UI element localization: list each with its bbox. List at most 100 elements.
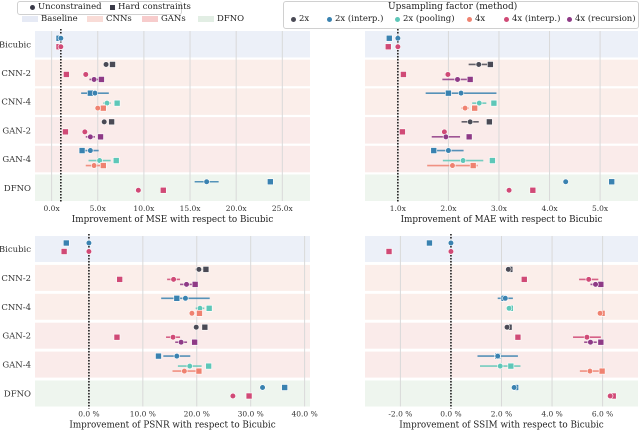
band-gan-2 <box>365 117 638 144</box>
point-hard-constraints <box>487 61 494 68</box>
point-unconstrained <box>182 295 189 302</box>
x-tick-label: 10.0 % <box>130 410 156 419</box>
gans-patch-icon <box>142 16 158 22</box>
x-tick-label: 20.0x <box>226 204 248 213</box>
point-unconstrained <box>502 295 509 302</box>
legend-label: 4x <box>475 14 486 24</box>
y-tick-label: CNN-2 <box>1 274 31 284</box>
point-unconstrained <box>170 276 177 283</box>
panel-mae: 1.0x 2.0x 3.0x 4.0x 5.0x Improvement of MAE w… <box>365 29 638 225</box>
x-tick-label: 30.0 % <box>238 410 264 419</box>
y-tick-label: GAN-2 <box>2 332 31 342</box>
band-cnn-2 <box>35 59 310 87</box>
legend-label: CNNs <box>106 14 132 24</box>
point-unconstrained <box>447 239 455 247</box>
point-unconstrained <box>394 35 401 42</box>
band-bicubic <box>35 236 310 262</box>
legend-label: 2x <box>299 14 310 24</box>
legend-item-unconstrained: Unconstrained <box>30 2 102 12</box>
point-unconstrained <box>259 384 266 391</box>
point-unconstrained <box>457 90 465 97</box>
color-dot-icon <box>327 16 332 22</box>
color-dot-icon <box>395 16 400 22</box>
y-tick-label: GAN-4 <box>2 361 31 371</box>
point-hard-constraints <box>205 304 213 312</box>
x-tick-label: 10.0x <box>133 204 155 213</box>
point-hard-constraints <box>400 71 407 78</box>
legend-label: 2x (pooling) <box>403 14 455 24</box>
x-tick-label: 2.0x <box>440 204 457 213</box>
point-hard-constraints <box>245 392 253 400</box>
legend-label: Hard constraints <box>118 2 191 12</box>
point-unconstrained <box>442 133 449 140</box>
point-hard-constraints <box>385 34 393 42</box>
point-unconstrained <box>511 384 518 391</box>
point-unconstrained <box>503 324 511 331</box>
band-cnn-4 <box>365 88 638 115</box>
point-hard-constraints <box>608 178 616 186</box>
point-hard-constraints <box>173 294 181 302</box>
point-unconstrained <box>585 276 592 283</box>
color-dot-icon <box>504 16 509 22</box>
y-tick-label: CNN-4 <box>1 303 31 313</box>
point-unconstrained <box>607 392 614 400</box>
point-unconstrained <box>96 157 103 164</box>
point-unconstrained <box>454 76 461 83</box>
point-hard-constraints <box>63 71 70 78</box>
point-hard-constraints <box>486 118 493 126</box>
point-unconstrained <box>178 339 185 346</box>
legend-item-4x-recursion: 4x (recursion) <box>567 14 636 24</box>
x-tick-label: 5.0x <box>592 204 609 213</box>
point-hard-constraints <box>520 276 528 283</box>
point-unconstrained <box>57 43 64 50</box>
point-hard-constraints <box>113 99 121 107</box>
legend-label: 4x (recursion) <box>575 14 636 24</box>
dfno-patch-icon <box>198 16 214 22</box>
point-hard-constraints <box>598 367 606 375</box>
legend-item-hard-constraints: Hard constraints <box>110 2 191 12</box>
y-tick-label: DFNO <box>4 184 31 194</box>
point-unconstrained <box>444 71 452 78</box>
band-dfno <box>35 174 310 201</box>
point-hard-constraints <box>191 338 198 346</box>
point-unconstrained <box>592 281 599 288</box>
panel-mse: Bicubic CNN-2 CNN-4 GAN-2 GAN-4 DFNO 0.0x 5.0x 1… <box>0 29 310 225</box>
point-hard-constraints <box>466 76 474 83</box>
baseline-patch-icon <box>22 16 38 22</box>
band-gan-4 <box>365 145 638 173</box>
point-unconstrained <box>475 61 482 68</box>
point-unconstrained <box>103 100 111 107</box>
point-unconstrained <box>449 162 456 169</box>
band-cnn-4 <box>35 88 310 115</box>
band-dfno <box>365 174 638 201</box>
legend-model-groups: Baseline CNNs GANs DFNO <box>20 14 260 26</box>
point-hard-constraints <box>597 281 605 288</box>
point-hard-constraints <box>99 162 107 169</box>
point-unconstrained <box>181 368 188 375</box>
legend-label: Unconstrained <box>38 2 102 12</box>
point-unconstrained <box>193 324 200 331</box>
legend-item-cnns: CNNs <box>87 14 132 24</box>
legend-upsampling-method: Upsampling factor (method) 2x 2x (interp… <box>283 1 639 29</box>
x-tick-label: 40.0 % <box>291 410 317 419</box>
x-tick-label: 3.0x <box>491 204 508 213</box>
y-tick-label: GAN-2 <box>2 126 31 136</box>
point-hard-constraints <box>191 281 199 288</box>
point-hard-constraints <box>60 248 68 255</box>
x-tick-label: -2.0 % <box>388 410 412 419</box>
point-unconstrained <box>587 339 594 346</box>
x-axis-label: Improvement of MSE with respect to Bicub… <box>72 215 274 225</box>
point-hard-constraints <box>445 89 452 97</box>
point-hard-constraints <box>98 76 105 83</box>
point-hard-constraints <box>384 43 392 51</box>
x-tick-label: 0.0x <box>44 204 61 213</box>
point-unconstrained <box>90 76 98 83</box>
legend-item-2x-interp: 2x (interp.) <box>327 14 383 24</box>
square-marker-icon <box>110 4 115 10</box>
band-gan-2 <box>35 117 310 144</box>
point-hard-constraints <box>597 338 605 346</box>
point-hard-constraints <box>489 157 496 164</box>
point-hard-constraints <box>196 309 203 317</box>
point-unconstrained <box>586 368 594 375</box>
